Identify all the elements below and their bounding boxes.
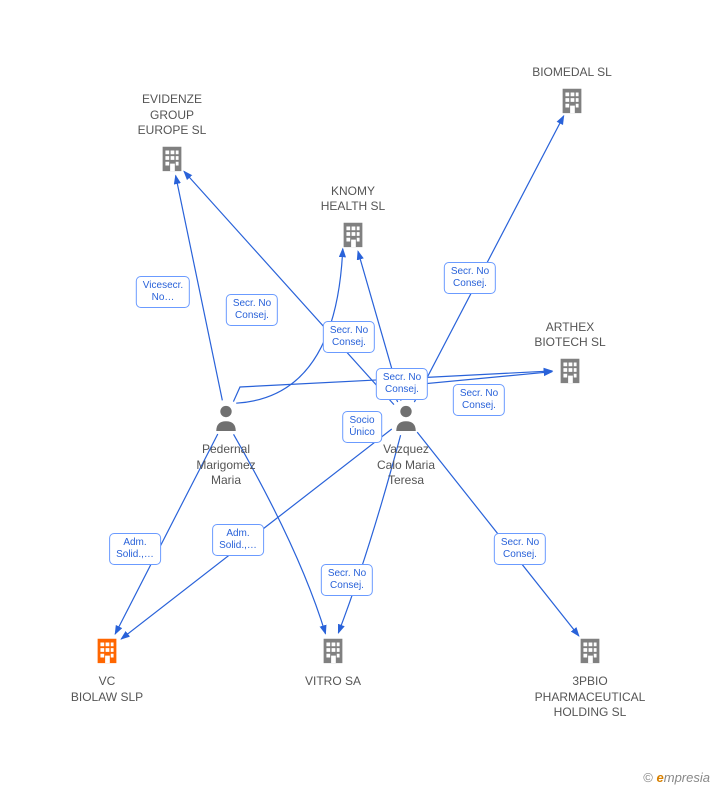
edge-label: Adm. Solid.,… — [212, 524, 264, 556]
brand-logo: empresia — [657, 770, 710, 785]
building-icon — [157, 143, 187, 173]
node-arthex[interactable]: ARTHEX BIOTECH SL — [534, 317, 605, 390]
building-icon — [338, 219, 368, 249]
edge-label: Adm. Solid.,… — [109, 533, 161, 565]
edge-label: Secr. No Consej. — [321, 564, 373, 596]
node-label: VC BIOLAW SLP — [71, 674, 143, 705]
node-biomedal[interactable]: BIOMEDAL SL — [532, 62, 612, 120]
person-icon — [213, 403, 239, 433]
node-knomy[interactable]: KNOMY HEALTH SL — [321, 181, 385, 254]
building-icon — [92, 635, 122, 665]
edge-label: Secr. No Consej. — [226, 294, 278, 326]
node-vitro[interactable]: VITRO SA — [305, 635, 361, 690]
edge-label: Secr. No Consej. — [494, 533, 546, 565]
node-label: Vazquez Calo Maria Teresa — [377, 442, 435, 489]
node-vazquez[interactable]: Vazquez Calo Maria Teresa — [377, 403, 435, 489]
node-evidenze[interactable]: EVIDENZE GROUP EUROPE SL — [138, 89, 207, 178]
node-label: Pedernal Marigomez Maria — [196, 442, 255, 489]
edge-label: Secr. No Consej. — [376, 368, 428, 400]
building-icon — [557, 85, 587, 115]
relation-label: Socio Único — [342, 411, 382, 443]
person-icon — [393, 403, 419, 433]
node-label: KNOMY HEALTH SL — [321, 184, 385, 215]
copyright-symbol: © — [643, 770, 653, 785]
node-label: VITRO SA — [305, 674, 361, 690]
building-icon — [555, 355, 585, 385]
network-diagram: EVIDENZE GROUP EUROPE SL BIOMEDAL SL — [0, 0, 728, 795]
edge-label: Secr. No Consej. — [444, 262, 496, 294]
edge-label: Vicesecr. No… — [136, 276, 190, 308]
node-pedernal[interactable]: Pedernal Marigomez Maria — [196, 403, 255, 489]
building-icon — [318, 635, 348, 665]
node-label: EVIDENZE GROUP EUROPE SL — [138, 92, 207, 139]
node-vc_biolaw[interactable]: VC BIOLAW SLP — [71, 635, 143, 705]
node-label: 3PBIO PHARMACEUTICAL HOLDING SL — [535, 674, 646, 721]
edge-label: Secr. No Consej. — [453, 384, 505, 416]
edge-label: Secr. No Consej. — [323, 321, 375, 353]
node-label: BIOMEDAL SL — [532, 65, 612, 81]
node-3pbio[interactable]: 3PBIO PHARMACEUTICAL HOLDING SL — [535, 635, 646, 721]
building-icon — [575, 635, 605, 665]
copyright: © empresia — [643, 770, 710, 785]
node-label: ARTHEX BIOTECH SL — [534, 320, 605, 351]
